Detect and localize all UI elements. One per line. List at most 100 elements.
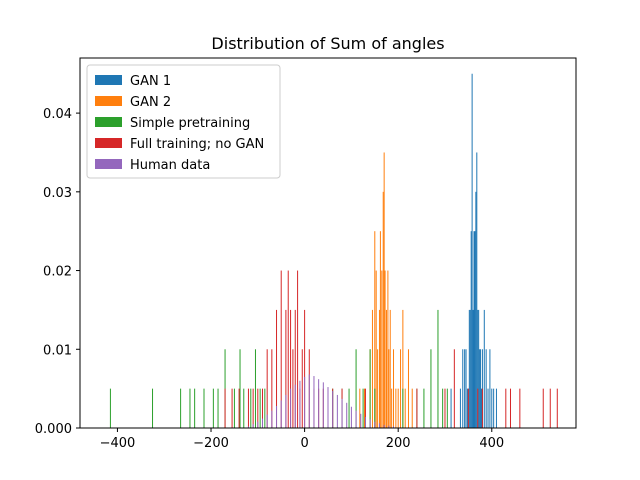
bar-gan-2 bbox=[402, 309, 404, 428]
legend-label: GAN 2 bbox=[130, 95, 171, 110]
bar-simple-pretraining bbox=[348, 388, 350, 428]
bar-simple-pretraining bbox=[217, 388, 219, 428]
bar-gan-2 bbox=[389, 309, 391, 428]
bar-human-data bbox=[308, 374, 310, 428]
bar-gan-1 bbox=[478, 309, 480, 428]
bar-gan-2 bbox=[371, 309, 373, 428]
bar-full-training-no-gan bbox=[285, 309, 287, 428]
bar-gan-1 bbox=[462, 349, 464, 428]
bar-simple-pretraining bbox=[203, 388, 205, 428]
bar-gan-2 bbox=[395, 388, 397, 428]
bar-gan-2 bbox=[379, 231, 381, 428]
bar-gan-2 bbox=[393, 349, 395, 428]
bar-human-data bbox=[304, 376, 306, 428]
bar-human-data bbox=[266, 414, 268, 428]
bar-human-data bbox=[290, 388, 292, 428]
bar-full-training-no-gan bbox=[542, 388, 544, 428]
bar-human-data bbox=[341, 398, 343, 428]
bar-simple-pretraining bbox=[446, 388, 448, 428]
bar-gan-2 bbox=[404, 388, 406, 428]
bar-human-data bbox=[313, 376, 315, 428]
bar-full-training-no-gan bbox=[271, 349, 273, 428]
legend-swatch bbox=[95, 96, 122, 106]
bar-simple-pretraining bbox=[180, 388, 182, 428]
y-tick-label: 0.04 bbox=[43, 107, 72, 122]
legend-swatch bbox=[95, 138, 122, 148]
bar-human-data bbox=[276, 405, 278, 428]
bar-gan-1 bbox=[466, 388, 468, 428]
bar-gan-1 bbox=[480, 388, 482, 428]
bar-gan-1 bbox=[493, 388, 495, 428]
bar-gan-2 bbox=[381, 270, 383, 428]
legend-label: Simple pretraining bbox=[130, 116, 250, 131]
bar-gan-2 bbox=[411, 388, 413, 428]
bar-human-data bbox=[355, 410, 357, 428]
bar-full-training-no-gan bbox=[231, 388, 233, 428]
bar-gan-1 bbox=[491, 388, 493, 428]
x-tick-label: 0 bbox=[300, 436, 308, 451]
bar-gan-2 bbox=[385, 309, 387, 428]
bar-full-training-no-gan bbox=[247, 388, 249, 428]
bar-human-data bbox=[247, 426, 249, 428]
y-tick-label: 0.01 bbox=[43, 343, 72, 358]
bar-full-training-no-gan bbox=[294, 309, 296, 428]
bar-full-training-no-gan bbox=[556, 388, 558, 428]
legend-box bbox=[86, 64, 281, 179]
bar-full-training-no-gan bbox=[238, 388, 240, 428]
bar-full-training-no-gan bbox=[280, 270, 282, 428]
bar-simple-pretraining bbox=[194, 388, 196, 428]
bar-human-data bbox=[364, 416, 366, 428]
bar-full-training-no-gan bbox=[477, 388, 479, 428]
bar-gan-2 bbox=[387, 270, 389, 428]
bar-gan-1 bbox=[489, 349, 491, 428]
bar-full-training-no-gan bbox=[252, 388, 254, 428]
bar-human-data bbox=[261, 418, 263, 428]
bar-gan-1 bbox=[476, 152, 478, 428]
bar-gan-1 bbox=[480, 349, 482, 428]
bar-gan-1 bbox=[470, 231, 472, 428]
bar-gan-2 bbox=[378, 309, 380, 428]
bar-human-data bbox=[388, 425, 390, 428]
bar-simple-pretraining bbox=[250, 388, 252, 428]
bar-gan-1 bbox=[468, 309, 470, 428]
bar-full-training-no-gan bbox=[257, 388, 259, 428]
bar-gan-1 bbox=[483, 309, 485, 428]
bar-simple-pretraining bbox=[259, 388, 261, 428]
bar-human-data bbox=[350, 406, 352, 428]
bar-gan-2 bbox=[359, 388, 361, 428]
bar-gan-2 bbox=[391, 388, 393, 428]
bar-simple-pretraining bbox=[254, 349, 256, 428]
bar-human-data bbox=[299, 380, 301, 428]
bar-gan-1 bbox=[473, 231, 475, 428]
bar-simple-pretraining bbox=[109, 388, 111, 428]
bar-gan-1 bbox=[471, 73, 473, 428]
legend-label: Human data bbox=[130, 158, 210, 173]
x-tick-label: −200 bbox=[193, 436, 229, 451]
legend-swatch bbox=[95, 159, 122, 169]
bar-human-data bbox=[322, 382, 324, 428]
bar-human-data bbox=[360, 413, 362, 428]
bar-full-training-no-gan bbox=[505, 388, 507, 428]
bar-gan-1 bbox=[464, 349, 466, 428]
bar-gan-2 bbox=[400, 349, 402, 428]
bar-simple-pretraining bbox=[423, 388, 425, 428]
bar-full-training-no-gan bbox=[481, 388, 483, 428]
bar-gan-1 bbox=[487, 388, 489, 428]
bar-human-data bbox=[257, 421, 259, 428]
legend-label: GAN 1 bbox=[130, 74, 171, 89]
bar-gan-2 bbox=[382, 191, 384, 428]
y-tick-label: 0.02 bbox=[43, 265, 72, 280]
bar-gan-2 bbox=[375, 270, 377, 428]
bar-full-training-no-gan bbox=[287, 270, 289, 428]
x-tick-label: 200 bbox=[386, 436, 411, 451]
bar-full-training-no-gan bbox=[453, 349, 455, 428]
bar-human-data bbox=[285, 394, 287, 428]
bar-gan-2 bbox=[407, 349, 409, 428]
bar-simple-pretraining bbox=[355, 349, 357, 428]
bar-full-training-no-gan bbox=[549, 388, 551, 428]
bar-human-data bbox=[294, 384, 296, 428]
bar-gan-1 bbox=[474, 231, 476, 428]
bar-human-data bbox=[318, 379, 320, 428]
legend-swatch bbox=[95, 117, 122, 127]
